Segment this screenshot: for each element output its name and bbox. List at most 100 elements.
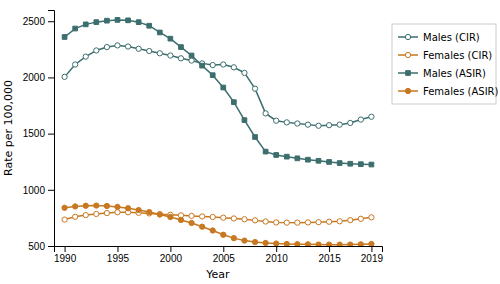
point xyxy=(316,158,321,163)
series xyxy=(62,210,374,226)
point xyxy=(306,157,311,162)
point xyxy=(231,235,236,240)
series xyxy=(62,203,374,246)
point xyxy=(189,53,194,58)
series-line xyxy=(65,20,372,165)
point xyxy=(94,211,99,216)
y-axis-line xyxy=(48,11,55,247)
series xyxy=(62,18,374,167)
point xyxy=(358,117,363,122)
point xyxy=(168,36,173,41)
x-tick: 2019 xyxy=(361,246,384,264)
point xyxy=(232,100,237,105)
y-tick: 500 xyxy=(28,241,54,252)
point xyxy=(348,218,353,223)
y-tick-label: 2000 xyxy=(23,72,46,83)
x-tick-label: 1990 xyxy=(54,253,77,264)
point xyxy=(105,18,110,23)
point xyxy=(263,240,268,245)
x-tick-mark xyxy=(117,246,118,252)
legend-label: Males (CIR) xyxy=(423,32,480,43)
point xyxy=(62,35,67,40)
point xyxy=(369,241,374,246)
series-line xyxy=(65,206,372,245)
point xyxy=(83,54,88,59)
point xyxy=(73,214,78,219)
point xyxy=(252,239,257,244)
point xyxy=(221,215,226,220)
point xyxy=(115,204,120,209)
x-tick-label: 2010 xyxy=(266,253,289,264)
point xyxy=(147,209,152,214)
x-tick-label: 1995 xyxy=(107,253,130,264)
data-layer xyxy=(62,18,374,246)
point xyxy=(221,62,226,67)
point xyxy=(274,153,279,158)
x-axis-line xyxy=(55,247,383,253)
point xyxy=(199,214,204,219)
x-tick-mark xyxy=(329,246,330,252)
y-tick: 2000 xyxy=(23,72,54,83)
point xyxy=(210,73,215,78)
x-tick-label: 2015 xyxy=(318,253,341,264)
point xyxy=(316,220,321,225)
legend-label: Females (CIR) xyxy=(423,50,492,61)
point xyxy=(316,123,321,128)
point xyxy=(94,48,99,53)
x-tick: 2015 xyxy=(318,246,341,264)
point xyxy=(189,213,194,218)
x-tick-label: 2005 xyxy=(213,253,236,264)
point xyxy=(369,114,374,119)
point xyxy=(189,58,194,63)
point xyxy=(274,118,279,123)
point xyxy=(62,217,67,222)
point xyxy=(252,86,257,91)
point xyxy=(147,48,152,53)
point xyxy=(326,242,331,246)
point xyxy=(358,162,363,167)
point xyxy=(358,216,363,221)
point xyxy=(274,220,279,225)
point xyxy=(168,214,173,219)
point xyxy=(316,242,321,246)
point xyxy=(231,216,236,221)
y-tick-mark xyxy=(48,134,54,135)
y-tick-mark xyxy=(48,77,54,78)
point xyxy=(348,161,353,166)
point xyxy=(327,160,332,165)
y-axis-title: Rate per 100,000 xyxy=(2,80,15,176)
point xyxy=(210,214,215,219)
point xyxy=(348,242,353,246)
point xyxy=(242,238,247,243)
point xyxy=(337,242,342,246)
point xyxy=(94,203,99,208)
point xyxy=(295,156,300,161)
y-tick-label: 500 xyxy=(28,241,45,252)
y-tick-label: 1000 xyxy=(23,185,46,196)
point xyxy=(284,120,289,125)
point xyxy=(326,123,331,128)
point xyxy=(210,228,215,233)
point xyxy=(284,154,289,159)
point xyxy=(157,212,162,217)
legend: Males (CIR)Females (CIR)Males (ASIR)Fema… xyxy=(392,24,499,104)
series-line xyxy=(65,45,372,125)
point xyxy=(210,62,215,67)
legend-marker xyxy=(405,34,410,39)
point xyxy=(337,219,342,224)
y-tick-mark xyxy=(48,246,54,247)
point xyxy=(125,206,130,211)
series-line xyxy=(65,212,372,222)
legend-marker xyxy=(406,71,411,76)
point xyxy=(168,53,173,58)
point xyxy=(295,220,300,225)
point xyxy=(147,23,152,28)
point xyxy=(263,149,268,154)
y-tick-mark xyxy=(48,190,54,191)
point xyxy=(157,51,162,56)
point xyxy=(94,20,99,25)
point xyxy=(305,122,310,127)
point xyxy=(263,111,268,116)
point xyxy=(136,46,141,51)
series xyxy=(62,43,374,129)
